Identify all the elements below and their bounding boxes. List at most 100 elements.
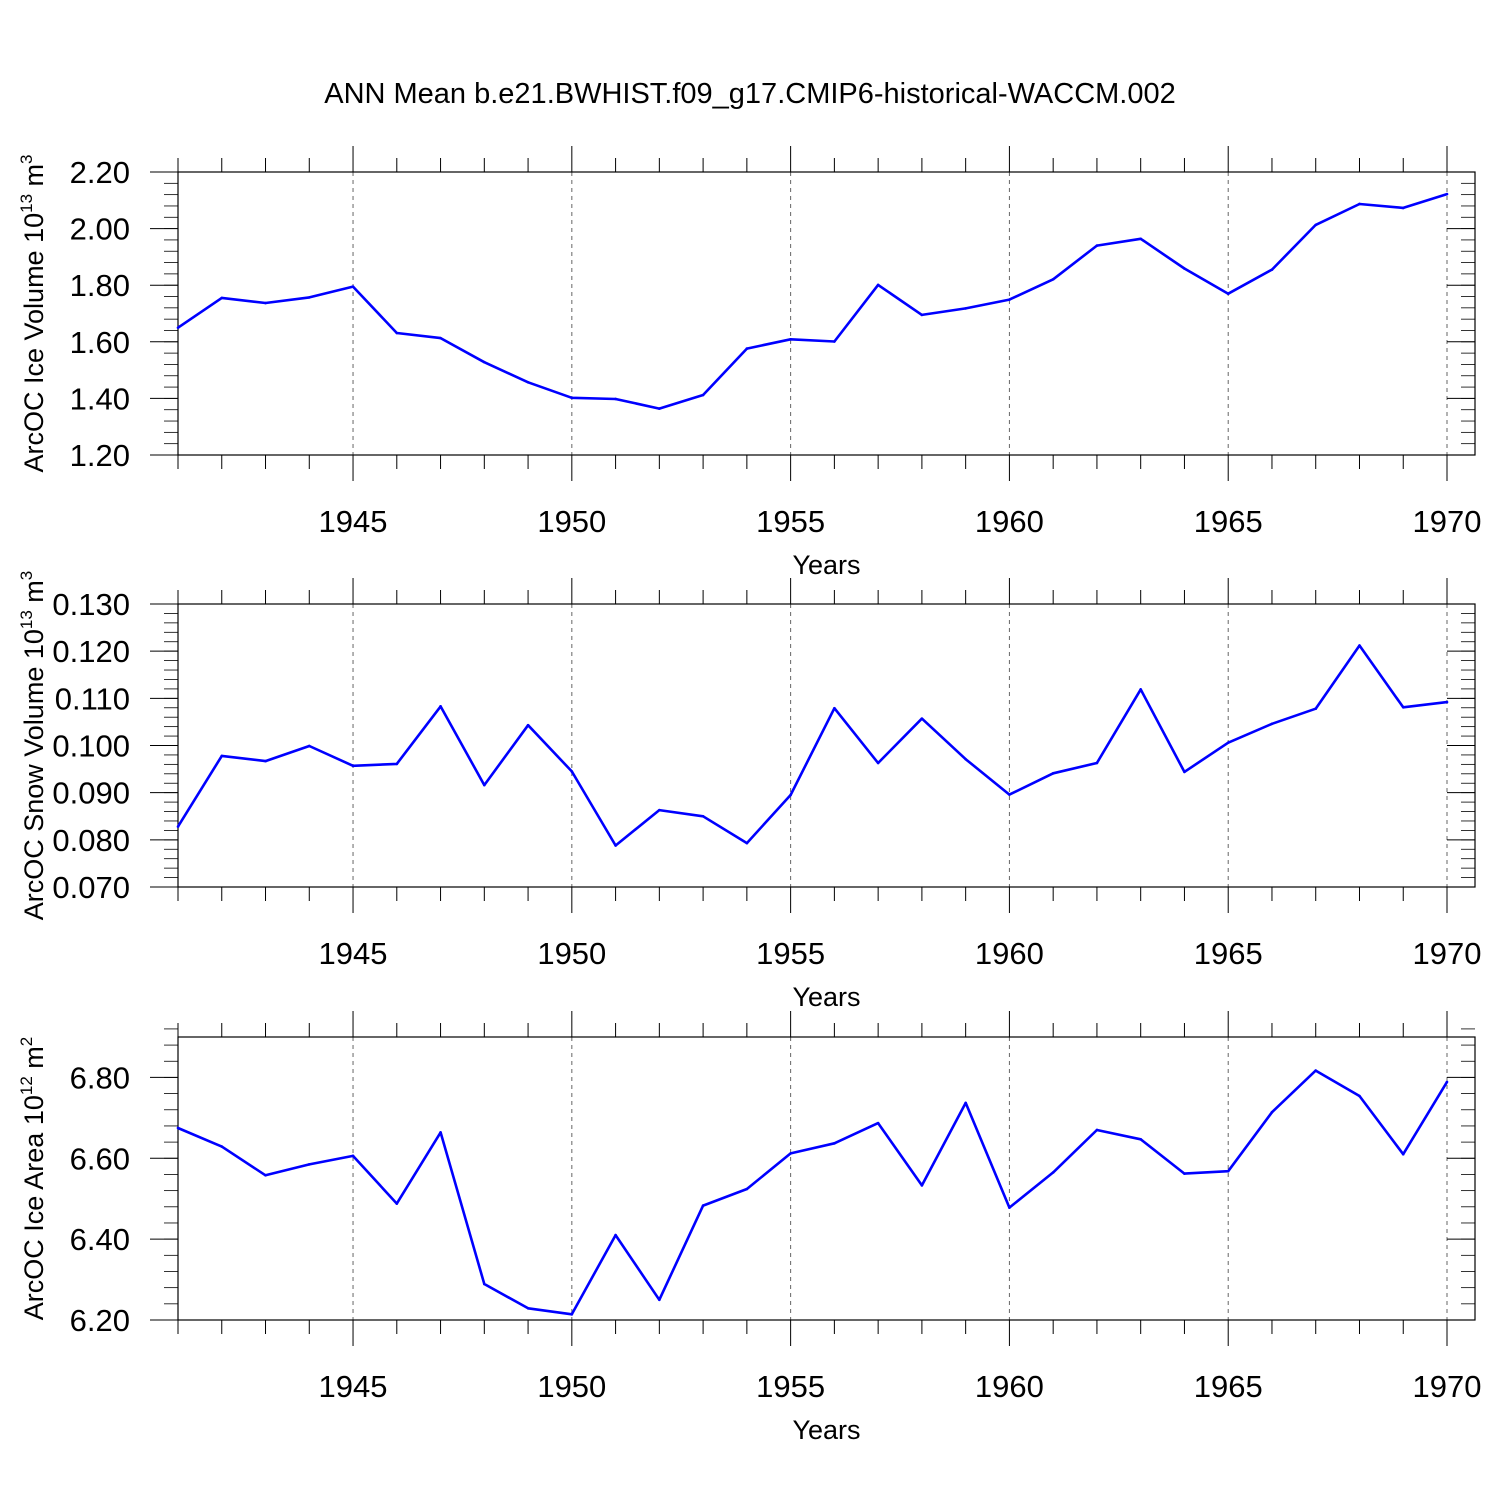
data-point [395,762,399,766]
data-point [526,380,530,384]
y-tick-label: 0.130 [52,587,130,622]
data-point [307,744,311,748]
x-tick-label: 1950 [537,936,606,971]
data-point [876,761,880,765]
plot-frame [177,603,1476,888]
data-point [1095,1128,1099,1132]
x-tick-label: 1950 [537,504,606,539]
data-point [745,347,749,350]
data-point [1139,1137,1142,1141]
x-axis-label: Years [792,982,860,1012]
data-point [920,313,924,317]
data-point [658,1298,661,1302]
data-point [1008,793,1011,796]
data-point [1226,1169,1230,1173]
data-point [745,841,749,845]
data-point [1051,772,1055,775]
y-tick-label: 1.40 [70,381,130,416]
x-tick-label: 1960 [975,936,1044,971]
data-point [1183,770,1186,774]
plot-frame [177,171,1476,456]
data-point [833,706,836,710]
data-point [1358,202,1361,206]
data-point [439,705,442,708]
y-tick-label: 2.00 [70,212,130,247]
data-point [876,1121,880,1125]
data-point [351,764,355,768]
chart-panel-1: 1.20 1.40 1.60 1.80 2.00 2.20 1945 1950 1955 1960… [17,146,1481,580]
y-tick-label: 0.070 [52,870,130,905]
y-axis-label: ArcOC Snow Volume 1013 m3 [17,571,49,921]
y-tick-label: 6.20 [70,1303,130,1338]
y-tick-label: 1.20 [70,438,130,473]
y-tick-label: 6.60 [70,1141,130,1176]
data-point [264,1173,267,1177]
data-point [570,770,574,773]
data-point [483,783,486,787]
data-point [483,1282,486,1286]
x-tick-label: 1960 [975,1369,1044,1404]
series-line [176,644,1448,847]
data-point [1358,644,1361,647]
y-axis-label: ArcOC Ice Volume 1013 m3 [17,154,49,472]
data-point [220,1145,224,1148]
data-point [1358,1094,1361,1098]
data-point [789,1152,792,1155]
data-point [220,754,224,758]
data-point [1401,206,1405,210]
data-point [701,393,705,397]
data-point [1051,1171,1055,1174]
data-point [789,337,792,341]
x-tick-label: 1965 [1194,504,1263,539]
data-point [1139,237,1142,241]
figure-title: ANN Mean b.e21.BWHIST.f09_g17.CMIP6-hist… [324,78,1176,110]
data-point [307,296,311,299]
series-line [177,192,1448,410]
x-tick-label: 1960 [975,504,1044,539]
data-point [614,844,617,847]
data-point [570,1313,574,1316]
chart-panel-3: 6.20 6.40 6.60 6.80 1945 1950 1955 1960 1965 1970… [17,1011,1481,1445]
data-point [920,1184,924,1187]
data-point [264,759,267,763]
plot-frame [177,1036,1476,1321]
data-point [745,1187,749,1191]
data-point [176,825,180,828]
data-point [1095,244,1099,247]
y-tick-label: 0.100 [52,729,130,764]
x-tick-label: 1945 [319,1369,388,1404]
data-point [920,717,924,720]
data-point [1051,277,1055,281]
data-point [1314,707,1318,711]
data-point [439,1131,442,1134]
x-tick-label: 1965 [1194,1369,1263,1404]
data-point [1445,700,1449,704]
data-point [658,808,661,812]
data-point [1226,741,1230,744]
series-line [177,1069,1449,1316]
data-point [833,340,836,343]
y-tick-label: 1.60 [70,325,130,360]
data-point [351,1154,355,1158]
data-point [1270,1110,1274,1114]
data-point [1008,298,1011,301]
data-point [1445,1080,1449,1084]
y-tick-label: 6.80 [70,1060,130,1095]
data-point [526,723,530,727]
x-axis-label: Years [792,1415,860,1445]
x-tick-label: 1970 [1413,1369,1482,1404]
data-point [876,283,880,287]
data-point [1270,722,1274,726]
y-tick-label: 1.80 [70,268,130,303]
data-point [964,757,967,761]
data-point [395,1202,399,1205]
data-point [176,1126,180,1130]
data-point [395,331,399,335]
x-tick-label: 1955 [756,504,825,539]
data-point [964,307,967,310]
data-point [1401,705,1405,709]
x-tick-label: 1965 [1194,936,1263,971]
data-point [1183,267,1186,270]
y-tick-label: 0.090 [52,776,130,811]
data-point [220,296,224,300]
